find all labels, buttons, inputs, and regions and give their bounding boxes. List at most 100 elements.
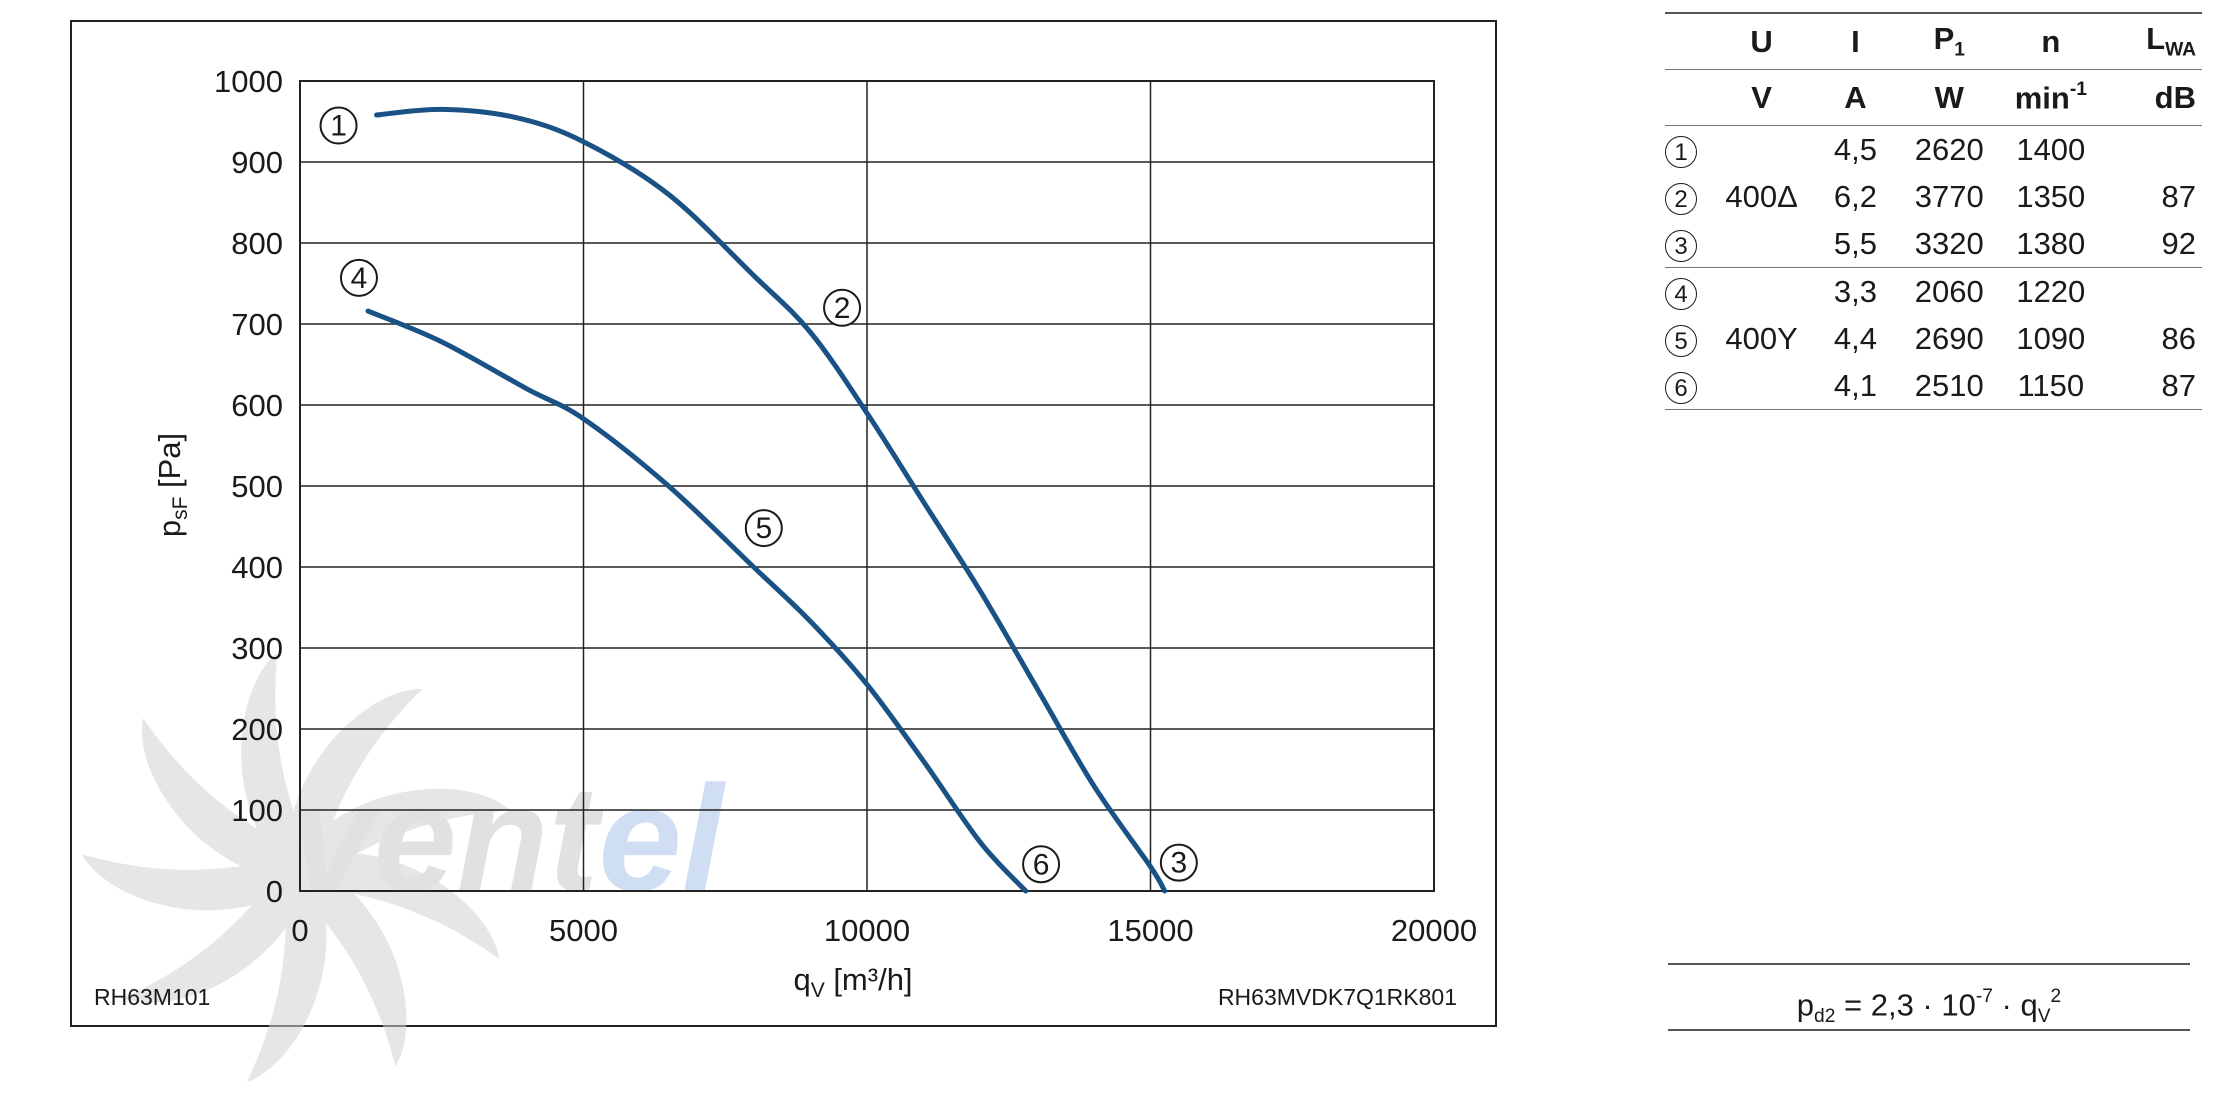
curve-marker-label: 5 [755, 512, 772, 545]
cell-l: 87 [2105, 362, 2202, 410]
row-number-badge: 3 [1665, 229, 1697, 262]
cell-n: 1380 [1996, 220, 2106, 268]
units-l: dB [2105, 69, 2202, 126]
x-tick-label: 15000 [1107, 913, 1193, 948]
cell-n: 1150 [1996, 362, 2106, 410]
curve-markers: 1 2 3 4 5 6 [319, 106, 1198, 884]
y-axis-title: psF [Pa] [152, 433, 192, 537]
units-u: V [1714, 69, 1809, 126]
cell-l: 86 [2161, 320, 2196, 356]
fan-blade [280, 866, 407, 1067]
row-number-cell: 3 [1665, 220, 1715, 268]
cell-l [2105, 126, 2202, 174]
cell-n: 1090 [2016, 320, 2086, 356]
footer-left-code: RH63M101 [94, 984, 210, 1010]
row-number-cell: 6 [1665, 362, 1715, 410]
cell-p: 3320 [1902, 220, 1997, 268]
chart-frame [70, 20, 1497, 1027]
y-tick-label: 1000 [214, 64, 283, 99]
pressure-formula: pd2 = 2,3 · 10-7 · qV2 [1668, 963, 2190, 1031]
table-row: 1 4,5 2620 1400 [1665, 126, 2202, 174]
fan-blade [287, 689, 423, 886]
curve-marker-label: 4 [351, 262, 368, 295]
curve-marker-circle [744, 509, 783, 548]
formula-q-sub: V [2037, 1006, 2051, 1028]
row-number-badge: 2 [1665, 182, 1697, 215]
cell-u [1714, 362, 1809, 410]
units-n-main: min [2014, 80, 2070, 116]
x-tick-label: 10000 [824, 913, 910, 948]
y-tick-label: 200 [231, 712, 283, 747]
series-line [365, 308, 1029, 894]
fan-blade [246, 860, 327, 1082]
cell-i: 4,5 [1833, 131, 1878, 167]
curve-marker-label: 6 [1033, 848, 1050, 881]
x-axis-title: qV [m³/h] [793, 962, 912, 1002]
row-number-cell: 5 [1665, 315, 1714, 362]
fan-blade [287, 852, 500, 960]
fan-blade [300, 788, 510, 890]
curve-marker-circle [1159, 843, 1198, 882]
row-number-cell: 2 [1665, 173, 1714, 220]
header-p1-sub: 1 [1954, 39, 1965, 61]
header-u: U [1714, 12, 1809, 70]
cell-l: 92 [2105, 220, 2202, 268]
table-row: 2 400Δ 6,2 3770 1350 87 [1665, 173, 2202, 220]
y-tick-labels: 0 100 200 300 400 500 600 700 800 900 1000 [214, 64, 283, 909]
y-axis-title-sub: sF [169, 497, 192, 520]
cell-l: 87 [2161, 178, 2196, 214]
fan-blade [241, 652, 320, 874]
header-lwa-sub: WA [2165, 39, 2196, 61]
watermark-text-ven: ven [290, 754, 548, 922]
header-blank [1665, 12, 1715, 70]
formula-q-sup: 2 [2050, 986, 2062, 1007]
cell-i: 5,5 [1808, 220, 1903, 268]
y-tick-label: 900 [231, 145, 283, 180]
table-body: 1 4,5 2620 1400 2 400Δ 6,2 3770 1350 87 3 5,5 3320 13… [1665, 126, 2202, 410]
y-tick-label: 800 [231, 226, 283, 261]
cell-i: 3,3 [1833, 273, 1878, 309]
units-n: min-1 [1996, 69, 2106, 126]
cell-p: 2060 [1914, 273, 1984, 309]
curve-marker-label: 1 [330, 110, 347, 143]
row-number-cell: 1 [1665, 126, 1714, 174]
units-n-sup: -1 [2069, 78, 2087, 100]
y-tick-label: 400 [231, 550, 283, 585]
cell-i: 4,4 [1833, 320, 1878, 356]
watermark-text-el: el [598, 754, 726, 922]
curve-marker-label: 3 [1171, 847, 1188, 880]
row-number-badge: 1 [1665, 135, 1697, 168]
y-tick-label: 500 [231, 469, 283, 504]
formula-p: p [1796, 987, 1815, 1023]
header-p1-main: P [1933, 21, 1955, 57]
cell-u [1714, 126, 1808, 174]
y-tick-label: 600 [231, 388, 283, 423]
curve-marker-circle [1022, 845, 1061, 884]
cell-p: 2690 [1914, 320, 1984, 356]
cell-n: 1220 [2016, 273, 2086, 309]
formula-p-sub: d2 [1814, 1006, 1836, 1028]
x-tick-label: 0 [291, 913, 308, 948]
table-row: 5 400Y 4,4 2690 1090 86 [1665, 315, 2202, 362]
cell-p: 2510 [1902, 362, 1997, 410]
x-axis-title-main: q [793, 962, 810, 997]
curve-marker-circle [319, 106, 358, 145]
units-i: A [1808, 69, 1903, 126]
y-axis-title-units: [Pa] [152, 433, 187, 497]
series-lines [365, 106, 1168, 894]
watermark-text-t: t [548, 754, 604, 922]
cell-n: 1350 [2016, 178, 2086, 214]
y-axis-title-main: p [152, 520, 187, 537]
row-number-badge: 5 [1665, 324, 1697, 357]
cell-i: 4,1 [1808, 362, 1903, 410]
fan-blade-icon [82, 652, 510, 1082]
y-tick-label: 0 [266, 874, 283, 909]
table-row: 3 5,5 3320 1380 92 [1665, 220, 2202, 268]
row-number-badge: 4 [1665, 277, 1697, 310]
y-tick-label: 300 [231, 631, 283, 666]
table-row: 4 3,3 2060 1220 [1665, 268, 2202, 316]
curve-marker-label: 2 [834, 292, 851, 325]
cell-u: 400Y [1725, 320, 1798, 356]
footer-right-code: RH63MVDK7Q1RK801 [1218, 984, 1457, 1010]
